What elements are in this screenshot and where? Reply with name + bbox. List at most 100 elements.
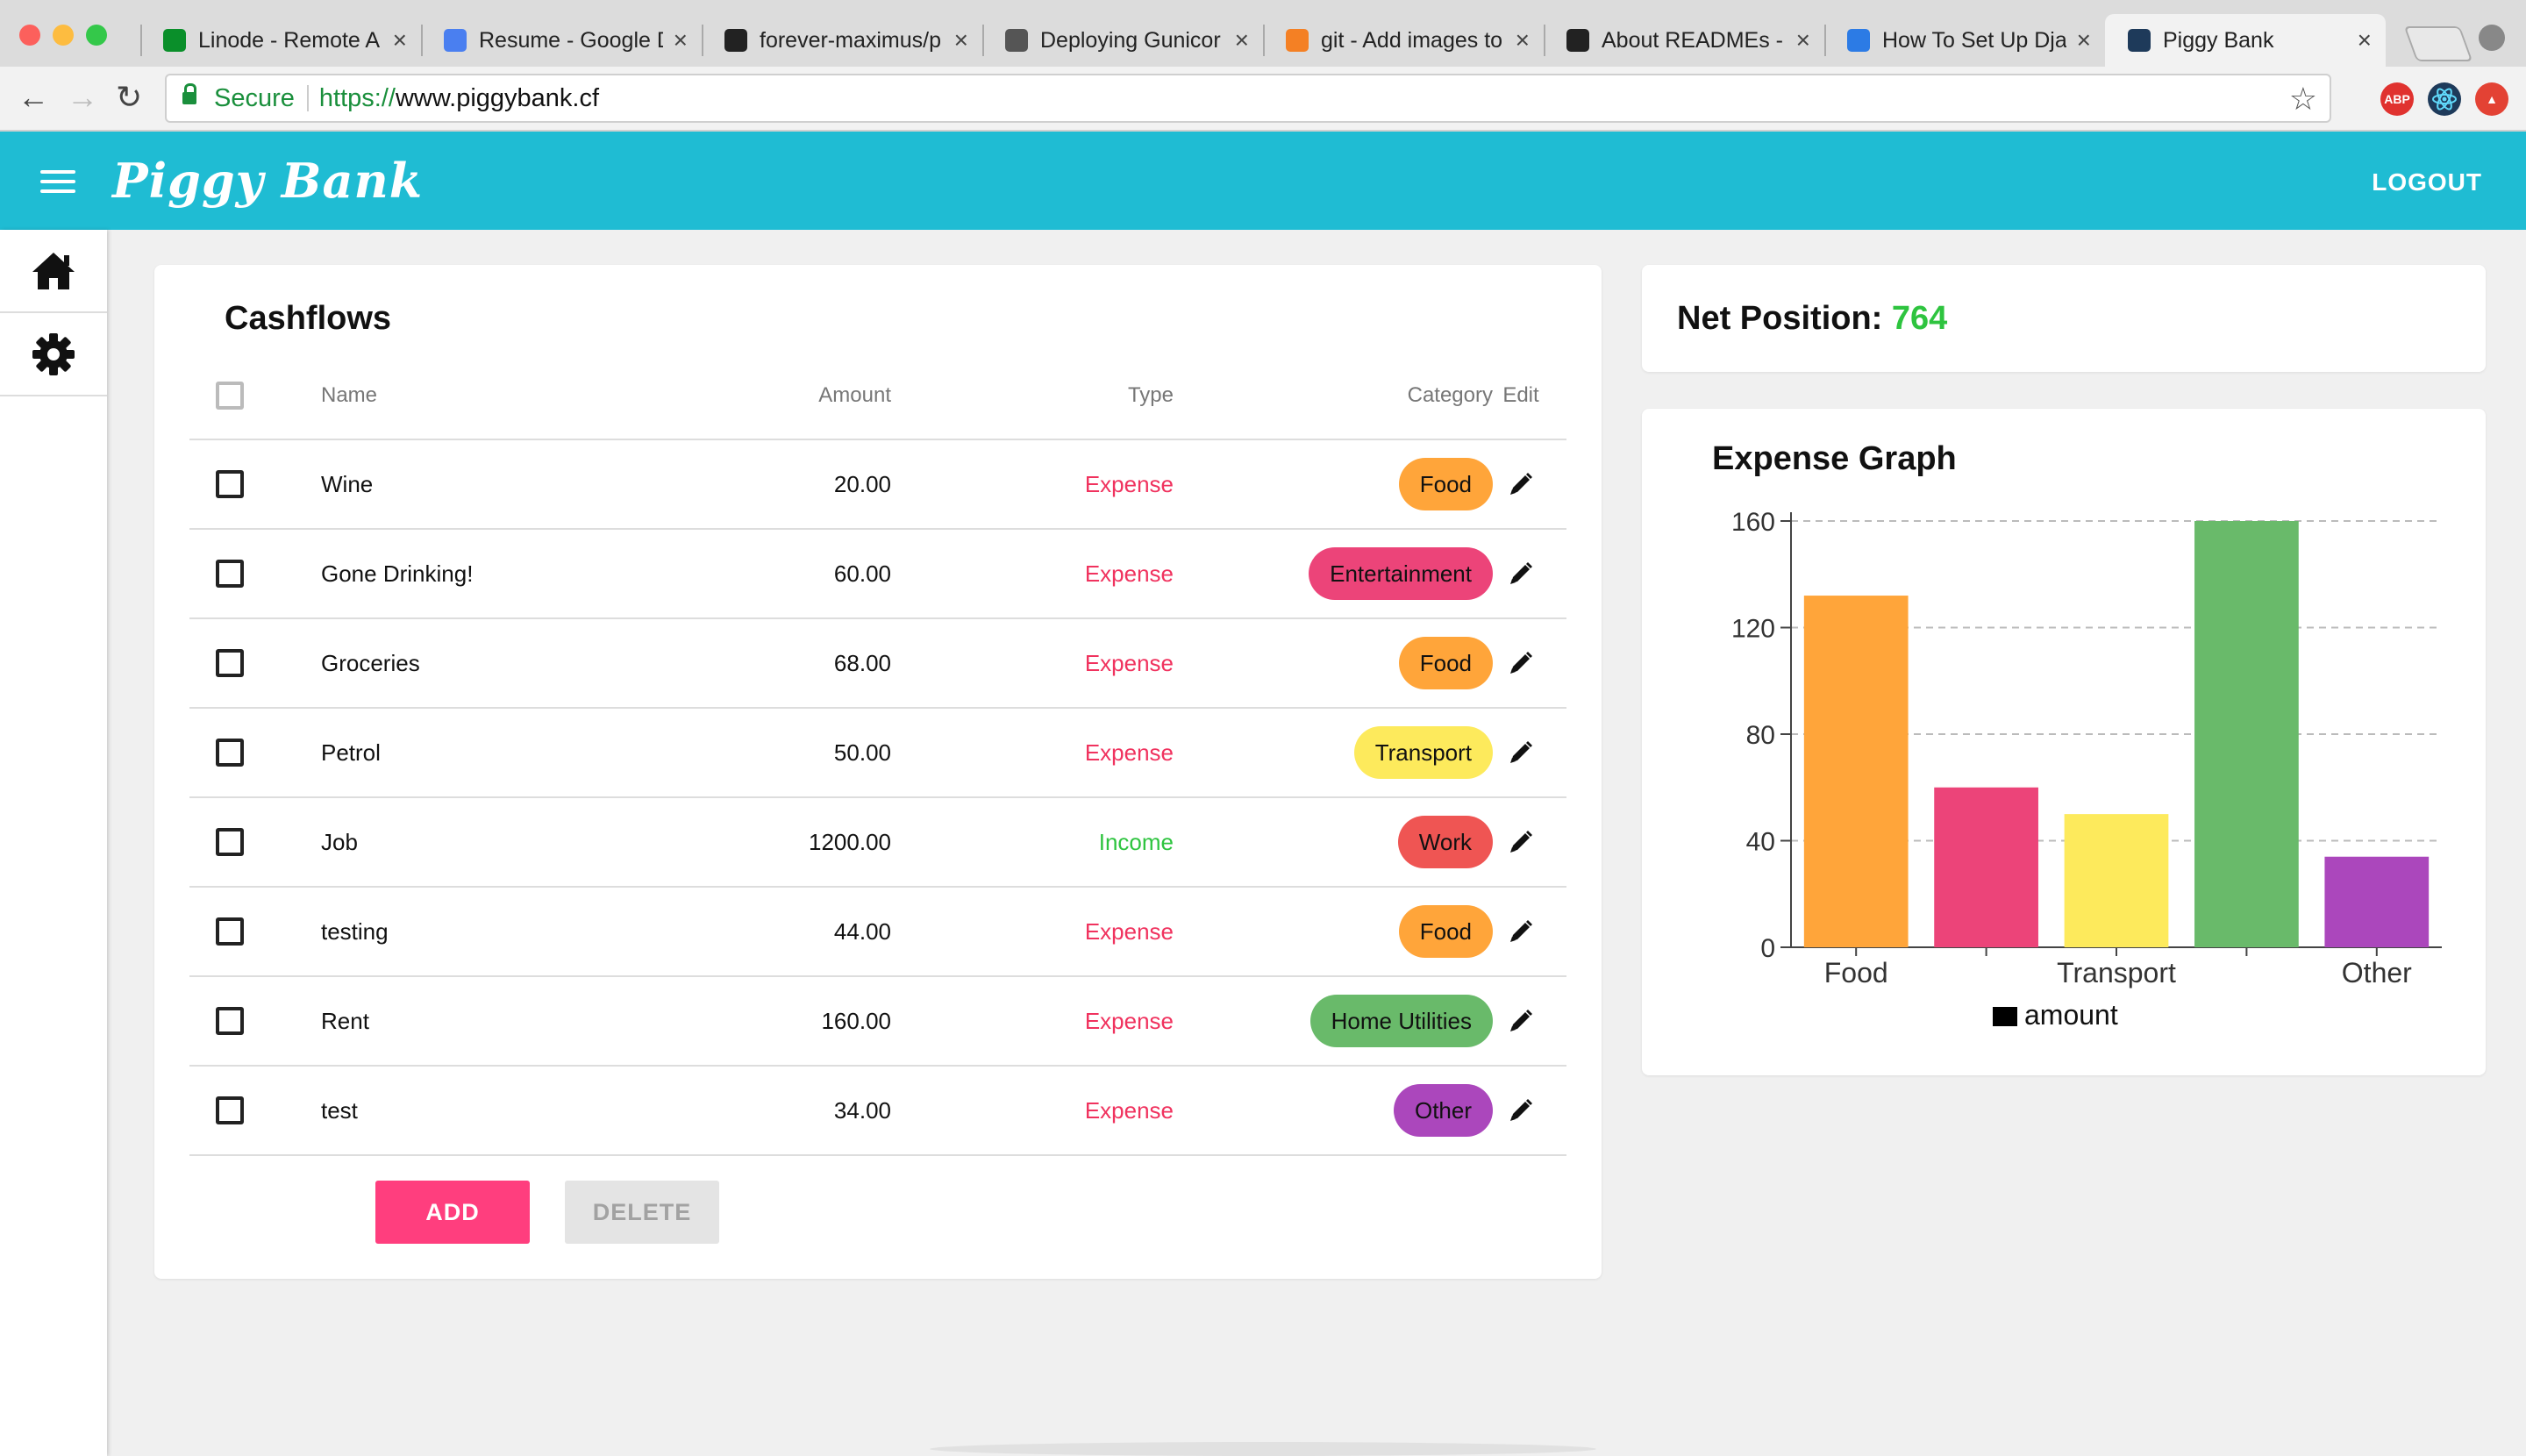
browser-tab-title: forever-maximus/p: [760, 27, 941, 53]
y-tick-label: 80: [1746, 721, 1775, 750]
net-position-card: Net Position: 764: [1642, 265, 2486, 372]
sidebar-item-home[interactable]: [0, 230, 107, 313]
row-checkbox[interactable]: [216, 1007, 244, 1035]
table-row[interactable]: test 34.00 Expense Other: [189, 1067, 1566, 1156]
edit-pencil-icon[interactable]: [1508, 471, 1534, 497]
secure-label: Secure: [214, 83, 295, 112]
row-type: Expense: [1084, 1007, 1174, 1034]
close-tab-icon[interactable]: ×: [2076, 26, 2091, 54]
row-amount: 44.00: [833, 917, 891, 945]
edit-pencil-icon[interactable]: [1508, 1097, 1534, 1124]
row-checkbox[interactable]: [216, 828, 244, 856]
category-badge: Food: [1398, 637, 1493, 689]
header-category[interactable]: Category: [1407, 383, 1493, 407]
row-checkbox[interactable]: [216, 649, 244, 677]
row-checkbox[interactable]: [216, 917, 244, 946]
legend-label: amount: [2024, 999, 2118, 1031]
tab-bar: Linode - Remote A × Resume - Google D × fore…: [0, 0, 2526, 67]
browser-tab[interactable]: Deploying Gunicor ×: [982, 14, 1263, 67]
y-tick-label: 40: [1746, 828, 1775, 857]
browser-tab[interactable]: git - Add images to ×: [1263, 14, 1544, 67]
sidebar-item-settings[interactable]: [0, 313, 107, 396]
category-badge: Entertainment: [1309, 547, 1493, 600]
edit-pencil-icon[interactable]: [1508, 739, 1534, 766]
close-tab-icon[interactable]: ×: [1515, 26, 1530, 54]
close-tab-icon[interactable]: ×: [392, 26, 407, 54]
window-controls: [19, 25, 107, 46]
logout-button[interactable]: LOGOUT: [2372, 168, 2482, 196]
app-header: Piggy Bank LOGOUT: [0, 132, 2526, 230]
table-row[interactable]: Groceries 68.00 Expense Food: [189, 619, 1566, 709]
reload-icon[interactable]: ↻: [116, 79, 143, 115]
row-amount: 50.00: [833, 739, 891, 766]
select-all-checkbox[interactable]: [216, 382, 244, 410]
row-amount: 68.00: [833, 649, 891, 676]
table-row[interactable]: Wine 20.00 Expense Food: [189, 440, 1566, 530]
browser-tab[interactable]: forever-maximus/p ×: [702, 14, 982, 67]
brand-logo[interactable]: Piggy Bank: [112, 153, 424, 209]
edit-pencil-icon[interactable]: [1508, 918, 1534, 945]
bar-transport[interactable]: [2064, 814, 2169, 947]
browser-tab-title: git - Add images to: [1321, 27, 1503, 53]
category-badge: Food: [1398, 905, 1493, 958]
row-checkbox[interactable]: [216, 1096, 244, 1124]
adblock-extension-icon[interactable]: ABP: [2380, 82, 2414, 116]
browser-tab[interactable]: About READMEs - ×: [1544, 14, 1824, 67]
close-tab-icon[interactable]: ×: [1795, 26, 1810, 54]
header-name[interactable]: Name: [321, 383, 378, 407]
bar-food[interactable]: [1803, 596, 1909, 947]
forward-arrow-icon[interactable]: →: [67, 79, 98, 115]
row-checkbox[interactable]: [216, 470, 244, 498]
maximize-window-button[interactable]: [86, 25, 107, 46]
row-checkbox[interactable]: [216, 739, 244, 767]
close-tab-icon[interactable]: ×: [1234, 26, 1249, 54]
browser-tab-title: Linode - Remote A: [198, 27, 381, 53]
react-devtools-extension-icon[interactable]: [2428, 82, 2461, 116]
bookmark-star-icon[interactable]: ☆: [2288, 81, 2317, 117]
header-type[interactable]: Type: [1127, 383, 1174, 407]
linode-icon: [163, 29, 186, 52]
browser-tab[interactable]: How To Set Up Dja ×: [1824, 14, 2105, 67]
back-arrow-icon[interactable]: ←: [18, 79, 49, 115]
row-amount: 20.00: [833, 470, 891, 497]
profile-icon[interactable]: [2479, 25, 2505, 51]
new-tab-button[interactable]: [2403, 26, 2473, 61]
row-checkbox[interactable]: [216, 560, 244, 588]
add-button[interactable]: ADD: [375, 1181, 530, 1244]
url-host: www.piggybank.cf: [395, 83, 600, 112]
table-row[interactable]: Gone Drinking! 60.00 Expense Entertainment: [189, 530, 1566, 619]
minimize-window-button[interactable]: [53, 25, 74, 46]
table-row[interactable]: Job 1200.00 Income Work: [189, 798, 1566, 888]
edit-pencil-icon[interactable]: [1508, 650, 1534, 676]
sidebar: [0, 230, 107, 1456]
row-name: Wine: [321, 470, 374, 497]
header-amount[interactable]: Amount: [818, 383, 891, 407]
y-tick-label: 160: [1731, 508, 1775, 537]
close-window-button[interactable]: [19, 25, 40, 46]
edit-pencil-icon[interactable]: [1508, 560, 1534, 587]
bar-other[interactable]: [2324, 856, 2430, 947]
bar-entertainment[interactable]: [1934, 787, 2038, 947]
close-tab-icon[interactable]: ×: [953, 26, 968, 54]
table-row[interactable]: Rent 160.00 Expense Home Utilities: [189, 977, 1566, 1067]
menu-icon[interactable]: [40, 170, 75, 193]
y-tick-label: 120: [1731, 615, 1775, 644]
github-icon: [724, 29, 747, 52]
browser-tab[interactable]: Resume - Google D ×: [421, 14, 702, 67]
legend-swatch: [1993, 1007, 2017, 1026]
table-row[interactable]: Petrol 50.00 Expense Transport: [189, 709, 1566, 798]
browser-tabs: Linode - Remote A × Resume - Google D × fore…: [140, 14, 2386, 67]
category-badge: Other: [1393, 1084, 1493, 1137]
bar-home-utilities[interactable]: [2194, 521, 2299, 947]
address-bar[interactable]: Secure https:// www.piggybank.cf ☆: [165, 74, 2331, 123]
edit-pencil-icon[interactable]: [1508, 1008, 1534, 1034]
delete-button[interactable]: DELETE: [565, 1181, 719, 1244]
close-tab-icon[interactable]: ×: [2357, 26, 2372, 54]
table-row[interactable]: testing 44.00 Expense Food: [189, 888, 1566, 977]
close-tab-icon[interactable]: ×: [673, 26, 688, 54]
edit-pencil-icon[interactable]: [1508, 829, 1534, 855]
upload-extension-icon[interactable]: ▲: [2475, 82, 2508, 116]
row-name: Gone Drinking!: [321, 560, 474, 587]
browser-tab[interactable]: Piggy Bank ×: [2105, 14, 2386, 67]
browser-tab[interactable]: Linode - Remote A ×: [140, 14, 421, 67]
